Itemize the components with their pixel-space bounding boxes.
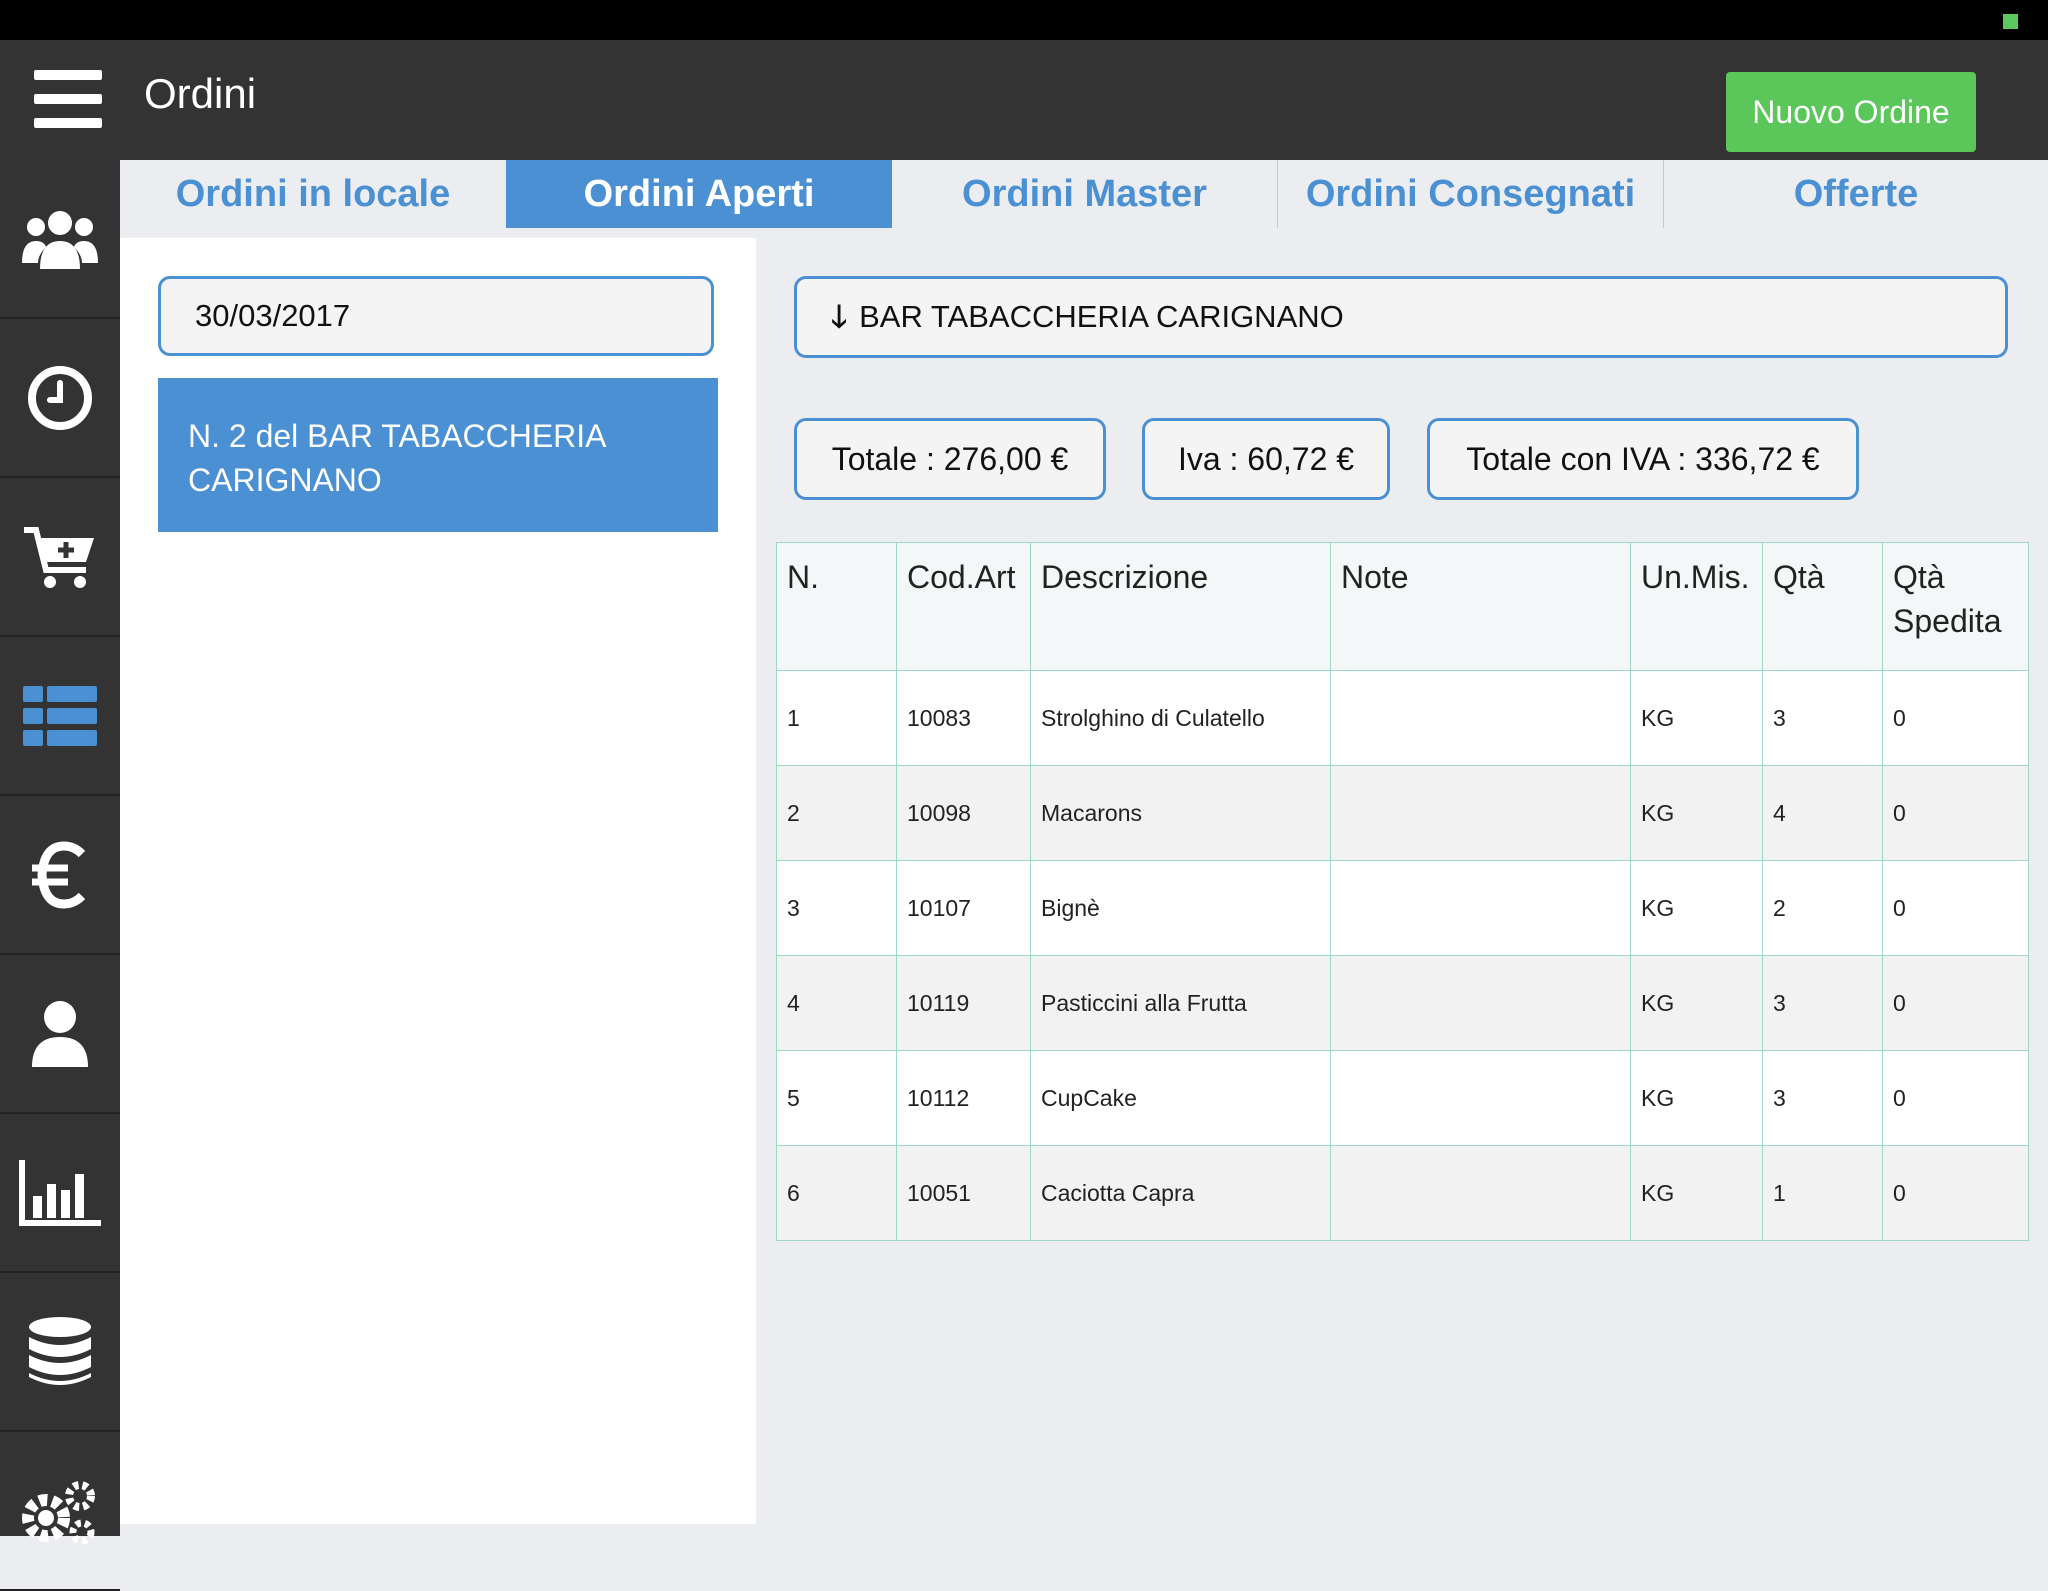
list-icon	[23, 685, 97, 746]
cell-qta: 2	[1762, 860, 1883, 956]
cell-un-mis: KG	[1630, 765, 1763, 861]
cell-n: 5	[776, 1050, 897, 1146]
column-header: Note	[1330, 542, 1631, 671]
totale-con-iva-box: Totale con IVA : 336,72 €	[1427, 418, 1859, 500]
cell-qta: 3	[1762, 670, 1883, 766]
order-item-title: N. 2 del BAR TABACCHERIA	[188, 418, 607, 454]
hamburger-menu-icon[interactable]	[34, 70, 102, 128]
column-header: Cod.Art	[896, 542, 1031, 671]
orders-list-panel: 30/03/2017 N. 2 del BAR TABACCHERIA CARI…	[120, 238, 756, 1524]
table-row[interactable]: 4 10119 Pasticcini alla Frutta KG 3 0	[776, 955, 2029, 1051]
cell-note	[1330, 1145, 1631, 1241]
tab-ordini-master[interactable]: Ordini Master	[892, 160, 1278, 228]
cell-note	[1330, 860, 1631, 956]
cell-un-mis: KG	[1630, 955, 1763, 1051]
cell-n: 2	[776, 765, 897, 861]
cell-qta: 3	[1762, 955, 1883, 1051]
sidebar-item-statistics[interactable]	[0, 1114, 120, 1273]
cell-cod-art: 10107	[896, 860, 1031, 956]
table-row[interactable]: 1 10083 Strolghino di Culatello KG 3 0	[776, 670, 2029, 766]
cell-qta: 3	[1762, 1050, 1883, 1146]
status-bar	[0, 0, 2048, 40]
cell-n: 4	[776, 955, 897, 1051]
bar-chart-icon	[19, 1159, 101, 1226]
order-lines-table: N. Cod.Art Descrizione Note Un.Mis. Qtà …	[776, 542, 2029, 1241]
sidebar-item-profile[interactable]	[0, 955, 120, 1114]
new-order-button[interactable]: Nuovo Ordine	[1726, 72, 1976, 152]
arrow-down-icon: 🡓	[831, 299, 848, 334]
cell-descrizione: CupCake	[1030, 1050, 1331, 1146]
cell-descrizione: Strolghino di Culatello	[1030, 670, 1331, 766]
cell-n: 6	[776, 1145, 897, 1241]
tab-offerte[interactable]: Offerte	[1793, 172, 1919, 215]
tab-ordini-in-locale[interactable]: Ordini in locale	[175, 172, 451, 215]
iva-box: Iva : 60,72 €	[1142, 418, 1390, 500]
sidebar-item-history[interactable]	[0, 319, 120, 478]
sidebar-item-customers[interactable]	[0, 160, 120, 319]
cell-cod-art: 10051	[896, 1145, 1031, 1241]
sidebar-item-orders[interactable]	[0, 637, 120, 796]
cell-un-mis: KG	[1630, 860, 1763, 956]
cell-cod-art: 10083	[896, 670, 1031, 766]
cell-un-mis: KG	[1630, 670, 1763, 766]
totale-box: Totale : 276,00 €	[794, 418, 1106, 500]
cell-qta-spedita: 0	[1882, 1145, 2029, 1241]
column-header: N.	[776, 542, 897, 671]
sidebar-item-new-cart[interactable]	[0, 478, 120, 637]
order-tabs: Ordini in locale Ordini Aperti Ordini Ma…	[120, 160, 2048, 228]
sidebar-item-settings[interactable]	[0, 1432, 120, 1591]
cell-note	[1330, 765, 1631, 861]
cell-descrizione: Pasticcini alla Frutta	[1030, 955, 1331, 1051]
cell-note	[1330, 955, 1631, 1051]
cell-cod-art: 10112	[896, 1050, 1031, 1146]
tab-ordini-consegnati[interactable]: Ordini Consegnati	[1278, 160, 1664, 228]
cell-n: 3	[776, 860, 897, 956]
customer-selector[interactable]: 🡓 BAR TABACCHERIA CARIGNANO	[794, 276, 2008, 358]
cell-n: 1	[776, 670, 897, 766]
sidebar-item-payments[interactable]	[0, 796, 120, 955]
tab-ordini-aperti[interactable]: Ordini Aperti	[506, 160, 892, 228]
cart-add-icon	[24, 526, 94, 588]
cell-qta: 4	[1762, 765, 1883, 861]
battery-indicator-icon	[2003, 14, 2018, 29]
cell-cod-art: 10098	[896, 765, 1031, 861]
page-title: Ordini	[144, 70, 257, 117]
date-field[interactable]: 30/03/2017	[158, 276, 714, 356]
cell-un-mis: KG	[1630, 1145, 1763, 1241]
order-list-item[interactable]: N. 2 del BAR TABACCHERIA CARIGNANO	[158, 378, 718, 532]
cell-qta-spedita: 0	[1882, 765, 2029, 861]
app-header: Ordini Nuovo Ordine	[0, 40, 2048, 160]
database-icon	[29, 1316, 91, 1385]
cell-descrizione: Caciotta Capra	[1030, 1145, 1331, 1241]
column-header: Un.Mis.	[1630, 542, 1763, 671]
cell-qta-spedita: 0	[1882, 860, 2029, 956]
cell-descrizione: Bignè	[1030, 860, 1331, 956]
cell-note	[1330, 670, 1631, 766]
cell-cod-art: 10119	[896, 955, 1031, 1051]
gears-icon	[22, 1480, 95, 1544]
euro-icon	[32, 840, 86, 909]
column-header: Descrizione	[1030, 542, 1331, 671]
table-header-row: N. Cod.Art Descrizione Note Un.Mis. Qtà …	[776, 542, 2029, 671]
table-row[interactable]: 5 10112 CupCake KG 3 0	[776, 1050, 2029, 1146]
sidebar-item-database[interactable]	[0, 1273, 120, 1432]
user-icon	[32, 1000, 88, 1067]
cell-qta-spedita: 0	[1882, 670, 2029, 766]
cell-qta-spedita: 0	[1882, 955, 2029, 1051]
table-row[interactable]: 6 10051 Caciotta Capra KG 1 0	[776, 1145, 2029, 1241]
order-item-customer: CARIGNANO	[188, 462, 382, 498]
sidebar	[0, 160, 120, 1591]
column-header: Qtà	[1762, 542, 1883, 671]
cell-un-mis: KG	[1630, 1050, 1763, 1146]
cell-qta: 1	[1762, 1145, 1883, 1241]
table-row[interactable]: 3 10107 Bignè KG 2 0	[776, 860, 2029, 956]
cell-descrizione: Macarons	[1030, 765, 1331, 861]
users-icon	[22, 210, 98, 269]
cell-qta-spedita: 0	[1882, 1050, 2029, 1146]
cell-note	[1330, 1050, 1631, 1146]
table-row[interactable]: 2 10098 Macarons KG 4 0	[776, 765, 2029, 861]
column-header: Qtà Spedita	[1882, 542, 2029, 671]
customer-name: BAR TABACCHERIA CARIGNANO	[859, 299, 1344, 334]
clock-icon	[28, 365, 92, 430]
